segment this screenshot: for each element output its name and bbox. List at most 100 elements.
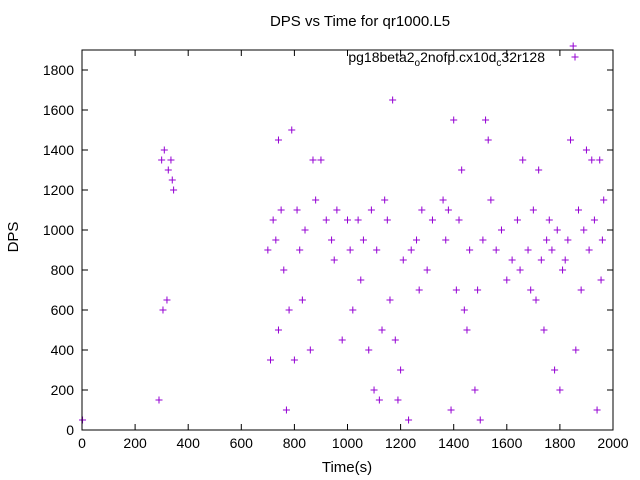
data-point (447, 406, 455, 414)
data-point (330, 256, 338, 264)
data-point (545, 216, 553, 224)
data-point (312, 196, 320, 204)
data-point (267, 356, 275, 364)
data-point (508, 256, 516, 264)
data-point (155, 396, 163, 404)
data-point (540, 326, 548, 334)
data-point (333, 206, 341, 214)
x-tick-label: 800 (283, 435, 307, 451)
data-point (158, 156, 166, 164)
data-point (471, 386, 479, 394)
data-point (532, 296, 540, 304)
data-point (344, 216, 351, 224)
data-point (389, 96, 397, 104)
data-point (367, 206, 375, 214)
data-point (359, 236, 367, 244)
data-point (466, 246, 474, 254)
data-point (164, 166, 172, 174)
data-point (559, 266, 567, 274)
data-point (593, 406, 601, 414)
data-point (516, 266, 524, 274)
data-points (79, 42, 608, 424)
data-point (535, 166, 543, 174)
y-axis-ticks: 0 200 400 600 800 1000 1200 1400 1600 1800 (43, 62, 613, 438)
data-point (556, 386, 564, 394)
y-tick-label: 1600 (43, 102, 74, 118)
data-point (463, 326, 471, 334)
data-point (561, 256, 569, 264)
y-tick-label: 1000 (43, 222, 74, 238)
data-point (458, 166, 466, 174)
x-tick-label: 0 (78, 435, 86, 451)
data-point (375, 396, 383, 404)
data-point (285, 306, 293, 314)
x-axis-label: Time(s) (322, 459, 372, 476)
data-point (288, 126, 296, 134)
data-point (460, 306, 468, 314)
y-tick-label: 1200 (43, 182, 74, 198)
data-point (277, 206, 285, 214)
data-point (407, 246, 415, 254)
data-point (452, 286, 460, 294)
data-point (497, 226, 505, 234)
data-point (585, 246, 593, 254)
data-point (569, 42, 577, 50)
data-point (450, 116, 458, 124)
y-tick-label: 600 (51, 302, 75, 318)
data-point (598, 236, 606, 244)
x-tick-label: 1800 (544, 435, 575, 451)
data-point (296, 246, 304, 254)
data-point (322, 216, 330, 224)
legend-series-name: pg18beta2o2nofp.cx10dc32r128 (348, 49, 545, 69)
data-point (328, 236, 336, 244)
data-point (439, 196, 447, 204)
y-tick-label: 1800 (43, 62, 74, 78)
data-point (301, 226, 309, 234)
x-tick-label: 1600 (491, 435, 522, 451)
x-tick-label: 200 (123, 435, 147, 451)
data-point (264, 246, 272, 254)
data-point (455, 216, 463, 224)
data-point (564, 236, 572, 244)
data-point (567, 136, 575, 144)
data-point (428, 216, 436, 224)
data-point (357, 276, 365, 284)
data-point (597, 276, 605, 284)
data-point (487, 196, 495, 204)
data-point (274, 136, 282, 144)
data-point (596, 156, 604, 164)
legend-marker (571, 53, 579, 61)
data-point (168, 176, 176, 184)
y-tick-label: 1400 (43, 142, 74, 158)
data-point (272, 236, 280, 244)
x-tick-label: 1200 (385, 435, 416, 451)
y-tick-label: 200 (51, 382, 75, 398)
data-point (405, 416, 413, 424)
data-point (503, 276, 511, 284)
data-point (600, 196, 608, 204)
data-point (442, 236, 450, 244)
data-point (529, 206, 537, 214)
x-tick-label: 1000 (332, 435, 363, 451)
data-point (383, 216, 391, 224)
data-point (306, 346, 314, 354)
data-point (482, 116, 490, 124)
data-point (282, 406, 290, 414)
data-point (553, 226, 561, 234)
chart-title: DPS vs Time for qr1000.L5 (270, 13, 450, 30)
data-point (397, 366, 405, 374)
data-point (519, 156, 527, 164)
data-point (413, 236, 421, 244)
x-tick-label: 400 (177, 435, 201, 451)
y-axis-label: DPS (5, 222, 22, 253)
y-tick-label: 0 (66, 422, 74, 438)
y-tick-label: 800 (51, 262, 75, 278)
data-point (381, 196, 389, 204)
legend-plus-marker (571, 53, 579, 61)
y-tick-label: 400 (51, 342, 75, 358)
data-point (160, 146, 168, 154)
data-point (346, 246, 354, 254)
data-point (479, 236, 487, 244)
data-point (492, 246, 500, 254)
